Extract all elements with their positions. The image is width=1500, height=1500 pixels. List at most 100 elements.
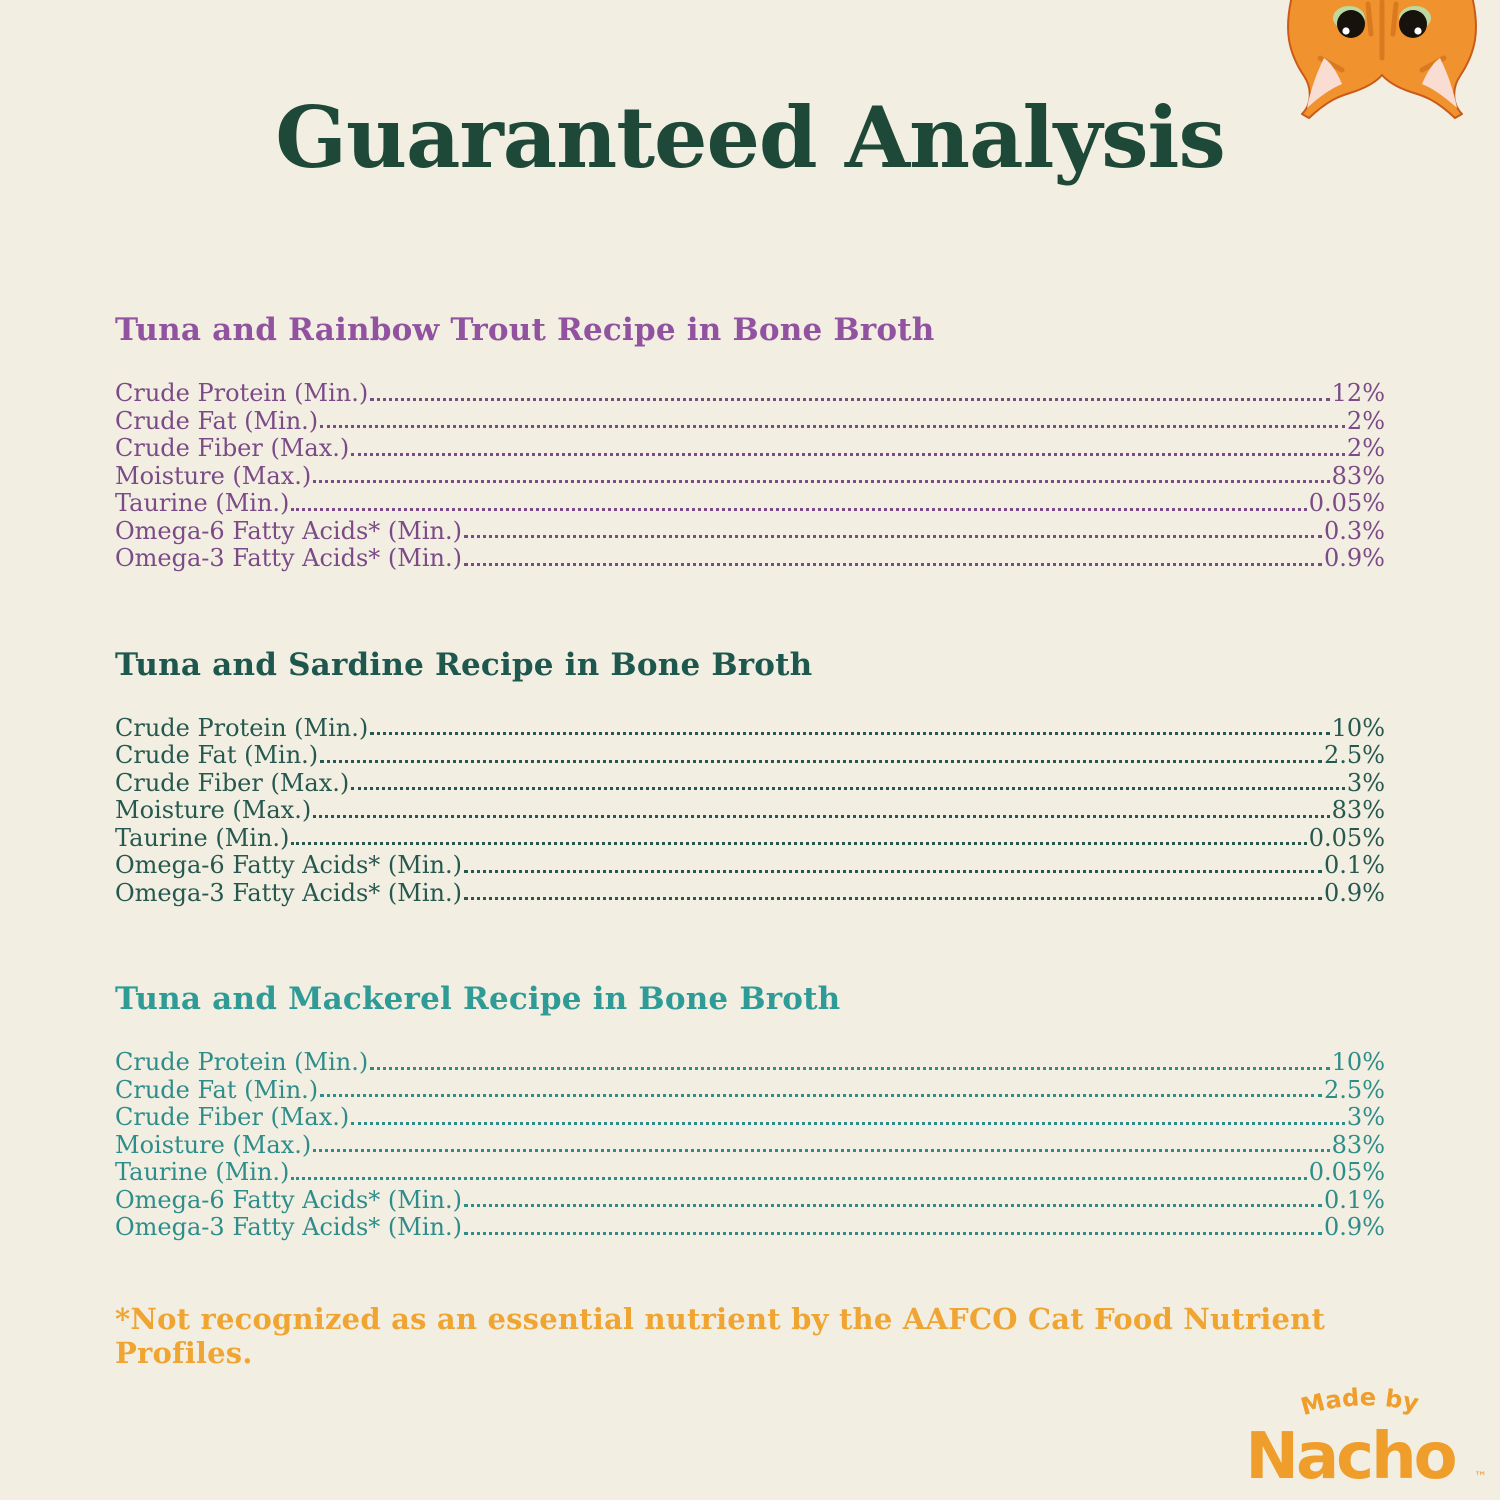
nutrient-label: Crude Fat (Min.)	[115, 406, 319, 435]
nutrient-label: Moisture (Max.)	[115, 1130, 312, 1159]
nutrient-value: 2.5%	[1324, 741, 1385, 769]
nutrient-row: Crude Protein (Min.) 10%	[115, 1048, 1385, 1077]
nutrient-row: Taurine (Min.) 0.05%	[115, 823, 1385, 853]
nutrient-table: Crude Protein (Min.) 12% Crude Fat (Min.…	[115, 379, 1385, 573]
dotted-leader	[291, 842, 1307, 845]
nutrient-row: Crude Fat (Min.) 2.5%	[115, 741, 1385, 770]
nutrient-value: 10%	[1331, 713, 1385, 742]
nutrient-label: Moisture (Max.)	[115, 796, 312, 824]
nutrient-value: 2%	[1346, 406, 1385, 435]
cat-peeking-illustration	[1287, 0, 1477, 119]
logo-tagline: Made by	[1298, 1383, 1422, 1421]
nutrient-label: Crude Protein (Min.)	[115, 1048, 369, 1076]
nutrient-row: Taurine (Min.) 0.05%	[115, 1158, 1385, 1187]
nutrient-value: 3%	[1346, 1103, 1385, 1131]
nutrient-label: Crude Fat (Min.)	[115, 1075, 319, 1104]
dotted-leader	[313, 480, 1330, 483]
dotted-leader	[463, 535, 1323, 538]
dotted-leader	[370, 1066, 1330, 1070]
nutrient-value: 0.05%	[1308, 1158, 1385, 1186]
nutrient-row: Crude Fiber (Max.) 3%	[115, 1103, 1385, 1132]
nutrient-value: 3%	[1346, 768, 1385, 797]
nutrient-table: Crude Protein (Min.) 10% Crude Fat (Min.…	[115, 713, 1385, 908]
recipe-section: Tuna and Sardine Recipe in Bone Broth Cr…	[115, 645, 1385, 908]
nutrient-row: Crude Fiber (Max.) 3%	[115, 768, 1385, 798]
cat-left-eye	[1333, 6, 1365, 38]
recipe-section-heading: Tuna and Rainbow Trout Recipe in Bone Br…	[115, 312, 935, 348]
nutrient-row: Taurine (Min.) 0.05%	[115, 489, 1385, 518]
nutrient-value: 12%	[1331, 379, 1385, 407]
nutrient-label: Crude Protein (Min.)	[115, 379, 369, 407]
nutrient-label: Crude Fiber (Max.)	[115, 768, 350, 797]
recipe-section: Tuna and Rainbow Trout Recipe in Bone Br…	[115, 310, 1385, 573]
nutrient-value: 10%	[1331, 1048, 1385, 1076]
nutrient-value: 0.3%	[1324, 516, 1385, 545]
nutrient-label: Crude Protein (Min.)	[115, 713, 369, 742]
nutrient-table: Crude Protein (Min.) 10% Crude Fat (Min.…	[115, 1048, 1385, 1242]
nutrient-label: Taurine (Min.)	[115, 489, 290, 517]
nutrient-value: 2%	[1346, 434, 1385, 462]
nutrient-label: Crude Fiber (Max.)	[115, 1103, 350, 1131]
nutrient-row: Crude Fat (Min.) 2.5%	[115, 1075, 1385, 1105]
nutrient-row: Omega-3 Fatty Acids* (Min.) 0.9%	[115, 1213, 1385, 1242]
dotted-leader	[370, 397, 1330, 401]
nutrient-row: Omega-3 Fatty Acids* (Min.) 0.9%	[115, 544, 1385, 573]
nutrient-value: 2.5%	[1324, 1075, 1385, 1104]
nutrient-value: 83%	[1331, 461, 1385, 490]
recipe-section-heading: Tuna and Mackerel Recipe in Bone Broth	[115, 981, 841, 1017]
dotted-leader	[463, 1231, 1323, 1235]
cat-stripes	[1317, 0, 1447, 73]
dotted-leader	[320, 759, 1323, 763]
dotted-leader	[351, 452, 1345, 456]
nutrient-label: Moisture (Max.)	[115, 461, 312, 490]
nutrient-label: Crude Fat (Min.)	[115, 741, 319, 769]
nutrient-row: Crude Fat (Min.) 2%	[115, 406, 1385, 436]
dotted-leader	[313, 814, 1330, 818]
dotted-leader	[463, 897, 1323, 900]
nutrient-value: 0.9%	[1324, 1213, 1385, 1241]
nutrient-label: Taurine (Min.)	[115, 823, 290, 852]
nutrient-label: Omega-3 Fatty Acids* (Min.)	[115, 1213, 462, 1241]
cat-left-inner-ear	[1307, 58, 1342, 108]
cat-right-eye	[1399, 6, 1431, 38]
nutrient-row: Crude Fiber (Max.) 2%	[115, 434, 1385, 463]
nutrient-value: 0.9%	[1324, 544, 1385, 572]
dotted-leader	[351, 787, 1345, 790]
dotted-leader	[351, 1121, 1345, 1125]
nutrient-row: Omega-6 Fatty Acids* (Min.) 0.3%	[115, 516, 1385, 546]
nutrient-row: Omega-6 Fatty Acids* (Min.) 0.1%	[115, 851, 1385, 880]
nutrient-label: Omega-6 Fatty Acids* (Min.)	[115, 851, 462, 879]
aafco-footnote: *Not recognized as an essential nutrient…	[115, 1301, 1326, 1370]
nutrient-value: 0.1%	[1324, 1185, 1385, 1214]
dotted-leader	[463, 562, 1323, 566]
nutrient-row: Omega-6 Fatty Acids* (Min.) 0.1%	[115, 1185, 1385, 1215]
dotted-leader	[320, 425, 1345, 428]
made-by-nacho-logo: Made by Nacho ™	[1245, 1383, 1487, 1488]
nutrient-label: Omega-3 Fatty Acids* (Min.)	[115, 878, 462, 907]
dotted-leader	[291, 507, 1307, 511]
analysis-sections: Tuna and Rainbow Trout Recipe in Bone Br…	[115, 310, 1385, 1370]
logo-brand: Nacho	[1245, 1420, 1455, 1488]
nutrient-row: Moisture (Max.) 83%	[115, 461, 1385, 491]
cat-right-inner-ear	[1422, 58, 1457, 108]
nutrient-value: 83%	[1331, 796, 1385, 824]
nutrient-value: 0.1%	[1324, 851, 1385, 879]
nutrient-row: Crude Protein (Min.) 12%	[115, 379, 1385, 408]
dotted-leader	[463, 869, 1323, 873]
nutrient-value: 83%	[1331, 1130, 1385, 1159]
nutrient-label: Taurine (Min.)	[115, 1158, 290, 1186]
nutrient-row: Omega-3 Fatty Acids* (Min.) 0.9%	[115, 878, 1385, 908]
logo-trademark-icon: ™	[1474, 1470, 1487, 1485]
nutrient-label: Omega-6 Fatty Acids* (Min.)	[115, 1185, 462, 1214]
nutrient-row: Moisture (Max.) 83%	[115, 1130, 1385, 1160]
dotted-leader	[313, 1149, 1330, 1152]
dotted-leader	[320, 1094, 1323, 1097]
nutrient-value: 0.05%	[1308, 823, 1385, 852]
nutrient-label: Crude Fiber (Max.)	[115, 434, 350, 462]
nutrient-label: Omega-3 Fatty Acids* (Min.)	[115, 544, 462, 572]
nutrient-value: 0.05%	[1308, 489, 1385, 517]
dotted-leader	[463, 1204, 1323, 1207]
dotted-leader	[370, 732, 1330, 735]
nutrient-row: Moisture (Max.) 83%	[115, 796, 1385, 825]
dotted-leader	[291, 1176, 1307, 1180]
